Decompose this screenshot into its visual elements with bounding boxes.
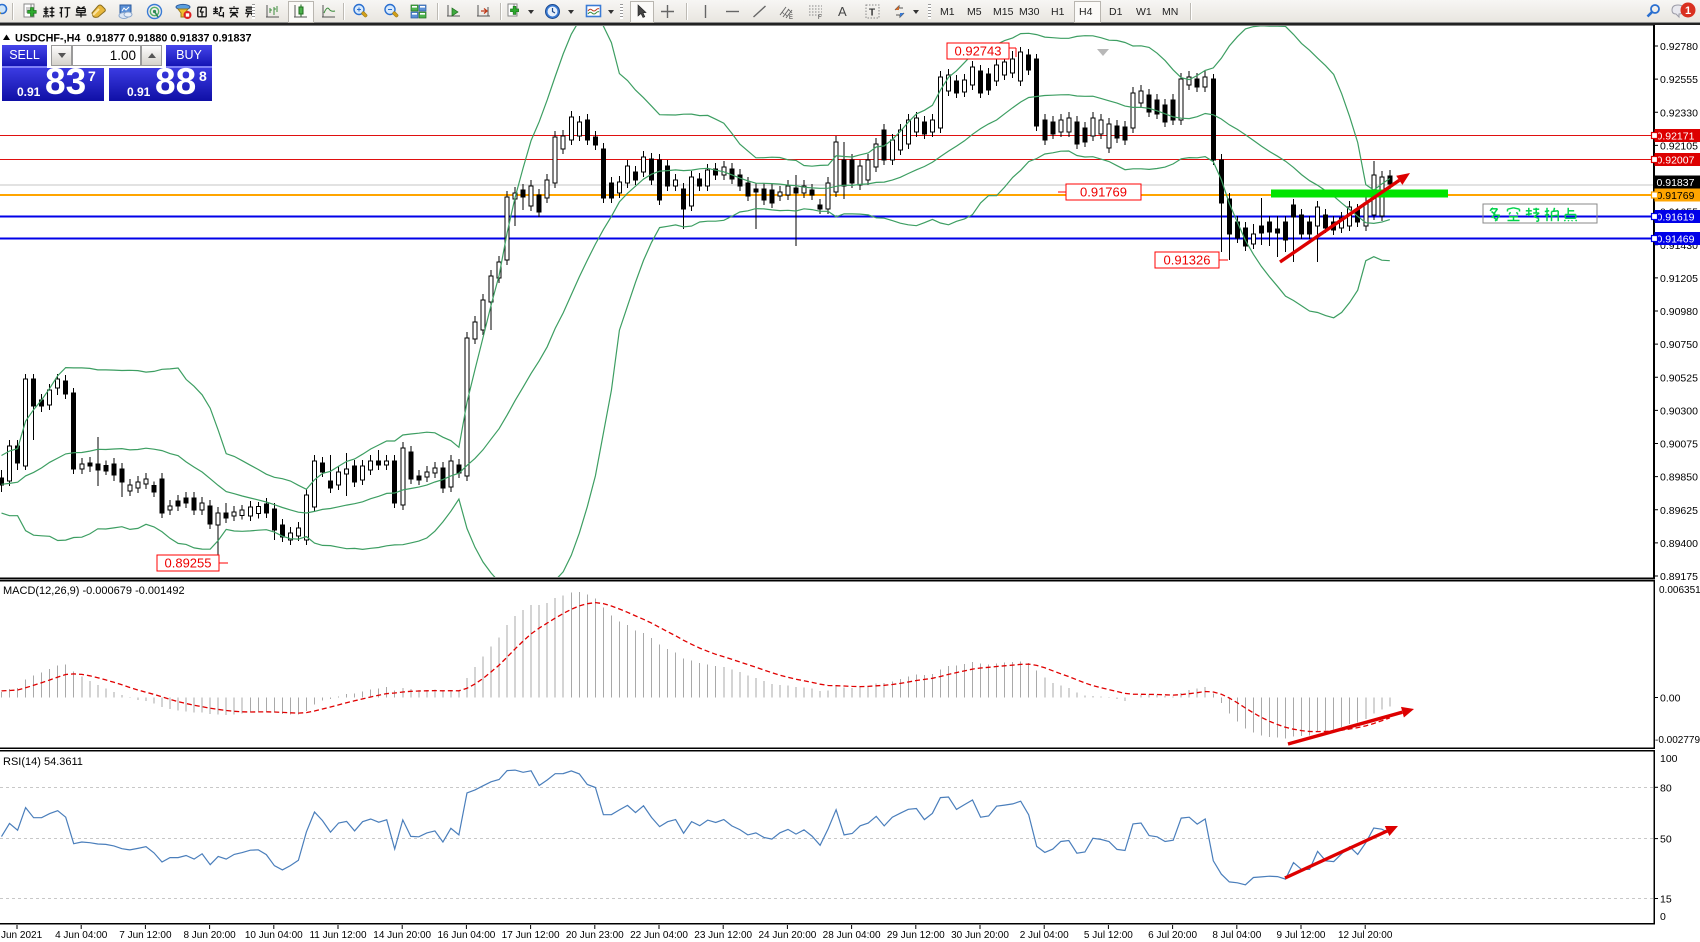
svg-text:100: 100 <box>1660 753 1678 765</box>
svg-text:10 Jun 04:00: 10 Jun 04:00 <box>245 930 303 941</box>
svg-text:9 Jul 12:00: 9 Jul 12:00 <box>1277 930 1326 941</box>
svg-text:1: 1 <box>1685 5 1691 17</box>
svg-text:0.90750: 0.90750 <box>1660 339 1698 351</box>
svg-text:0.92555: 0.92555 <box>1660 74 1698 86</box>
svg-text:8 Jun 20:00: 8 Jun 20:00 <box>183 930 236 941</box>
svg-text:Jun 2021: Jun 2021 <box>1 930 43 941</box>
svg-text:6 Jul 20:00: 6 Jul 20:00 <box>1148 930 1197 941</box>
svg-text:0.00: 0.00 <box>1660 693 1681 705</box>
svg-text:0.92007: 0.92007 <box>1657 155 1695 167</box>
svg-text:0.89400: 0.89400 <box>1660 538 1698 550</box>
svg-text:0.91619: 0.91619 <box>1657 212 1695 224</box>
svg-text:0: 0 <box>1660 911 1666 923</box>
svg-text:0.92330: 0.92330 <box>1660 107 1698 119</box>
svg-text:29 Jun 12:00: 29 Jun 12:00 <box>887 930 945 941</box>
svg-text:17 Jun 12:00: 17 Jun 12:00 <box>502 930 560 941</box>
svg-text:28 Jun 04:00: 28 Jun 04:00 <box>823 930 881 941</box>
svg-text:0.89175: 0.89175 <box>1660 571 1698 583</box>
svg-text:0.90980: 0.90980 <box>1660 306 1698 318</box>
svg-text:F: F <box>818 15 822 20</box>
svg-text:0.91769: 0.91769 <box>1080 185 1127 200</box>
svg-text:50: 50 <box>1660 834 1672 846</box>
svg-text:0.006351: 0.006351 <box>1659 585 1700 596</box>
svg-text:80: 80 <box>1660 782 1672 794</box>
svg-text:0.90525: 0.90525 <box>1660 372 1698 384</box>
svg-text:24 Jun 20:00: 24 Jun 20:00 <box>758 930 816 941</box>
svg-text:0.92105: 0.92105 <box>1660 140 1698 152</box>
svg-text:-0.002779: -0.002779 <box>1655 735 1700 746</box>
svg-text:12 Jul 20:00: 12 Jul 20:00 <box>1338 930 1393 941</box>
svg-text:T: T <box>869 8 875 19</box>
svg-text:RSI(14) 54.3611: RSI(14) 54.3611 <box>3 756 83 768</box>
svg-text:7 Jun 12:00: 7 Jun 12:00 <box>119 930 172 941</box>
svg-text:0.89255: 0.89255 <box>165 556 212 571</box>
svg-text:0.92171: 0.92171 <box>1657 131 1695 143</box>
svg-text:0.89625: 0.89625 <box>1660 505 1698 517</box>
svg-text:0.90075: 0.90075 <box>1660 439 1698 451</box>
svg-text:14 Jun 20:00: 14 Jun 20:00 <box>373 930 431 941</box>
svg-text:20 Jun 23:00: 20 Jun 23:00 <box>566 930 624 941</box>
svg-text:0.89850: 0.89850 <box>1660 472 1698 484</box>
svg-text:16 Jun 04:00: 16 Jun 04:00 <box>437 930 495 941</box>
svg-text:0.90300: 0.90300 <box>1660 405 1698 417</box>
svg-text:E: E <box>789 15 793 20</box>
svg-text:MACD(12,26,9) -0.000679 -0.001: MACD(12,26,9) -0.000679 -0.001492 <box>3 585 185 597</box>
svg-text:0.92743: 0.92743 <box>955 44 1002 59</box>
svg-text:0.91469: 0.91469 <box>1657 234 1695 246</box>
svg-text:30 Jun 20:00: 30 Jun 20:00 <box>951 930 1009 941</box>
svg-text:22 Jun 04:00: 22 Jun 04:00 <box>630 930 688 941</box>
svg-text:2 Jul 04:00: 2 Jul 04:00 <box>1020 930 1069 941</box>
svg-text:0.91769: 0.91769 <box>1657 190 1695 202</box>
svg-text:0.92780: 0.92780 <box>1660 41 1698 53</box>
svg-text:0.91205: 0.91205 <box>1660 273 1698 285</box>
svg-text:0.91837: 0.91837 <box>1657 177 1695 189</box>
svg-text:4 Jun 04:00: 4 Jun 04:00 <box>55 930 108 941</box>
svg-text:11 Jun 12:00: 11 Jun 12:00 <box>309 930 367 941</box>
svg-text:23 Jun 12:00: 23 Jun 12:00 <box>694 930 752 941</box>
svg-text:0.91326: 0.91326 <box>1164 253 1211 268</box>
svg-text:8 Jul 04:00: 8 Jul 04:00 <box>1212 930 1261 941</box>
svg-text:USDCHF-,H4 0.91877 0.91880 0.: USDCHF-,H4 0.91877 0.91880 0.91837 0.918… <box>15 33 252 45</box>
svg-text:5 Jul 12:00: 5 Jul 12:00 <box>1084 930 1133 941</box>
svg-text:15: 15 <box>1660 894 1672 906</box>
